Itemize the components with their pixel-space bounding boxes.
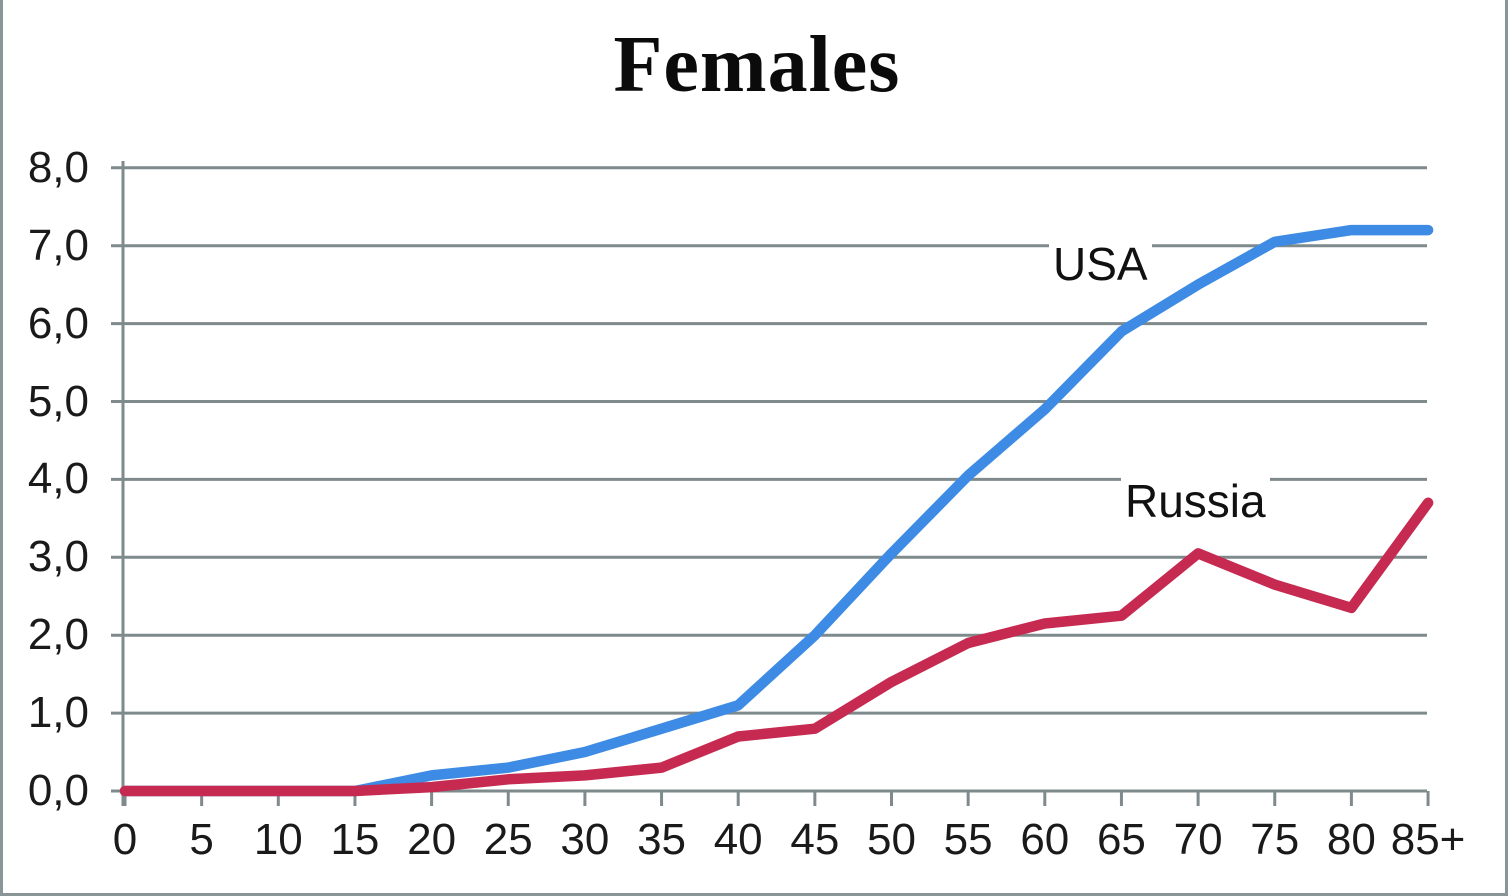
x-tick-label: 5 <box>189 815 214 864</box>
x-tick-label: 85+ <box>1390 815 1466 864</box>
x-tick-label: 65 <box>1096 815 1146 864</box>
russia-line <box>119 497 1434 797</box>
x-tick-label: 50 <box>867 815 916 864</box>
x-tick-label: 0 <box>112 815 138 864</box>
y-tick-label: 7,0 <box>27 220 89 270</box>
x-tick-label: 40 <box>713 815 763 864</box>
y-tick-label: 3,0 <box>27 532 89 582</box>
y-tick-label: 0,0 <box>27 766 89 815</box>
y-tick-label: 2,0 <box>27 610 89 660</box>
x-tick-label: 80 <box>1326 815 1376 864</box>
x-tick-label: 55 <box>943 815 993 864</box>
y-tick-label: 1,0 <box>27 688 89 738</box>
x-tick-label: 30 <box>560 815 610 864</box>
x-tick-label: 70 <box>1173 815 1223 864</box>
y-tick-label: 6,0 <box>27 298 89 348</box>
x-tick-label: 20 <box>407 815 457 864</box>
x-tick-label: 10 <box>253 815 303 864</box>
y-tick-label: 5,0 <box>27 376 89 426</box>
x-tick-label: 15 <box>330 815 380 864</box>
y-tick-label: 8,0 <box>27 142 89 192</box>
plot-svg <box>111 161 1434 806</box>
x-tick-label: 60 <box>1020 815 1070 864</box>
x-tick-label: 25 <box>483 815 533 864</box>
x-tick-label: 75 <box>1250 815 1300 864</box>
y-tick-label: 4,0 <box>27 454 89 504</box>
chart-title: Females <box>613 21 901 109</box>
x-tick-label: 35 <box>637 815 687 864</box>
series-label-russia: Russia <box>1121 477 1270 525</box>
series-label-usa: USA <box>1049 240 1152 288</box>
x-tick-label: 45 <box>790 815 840 864</box>
